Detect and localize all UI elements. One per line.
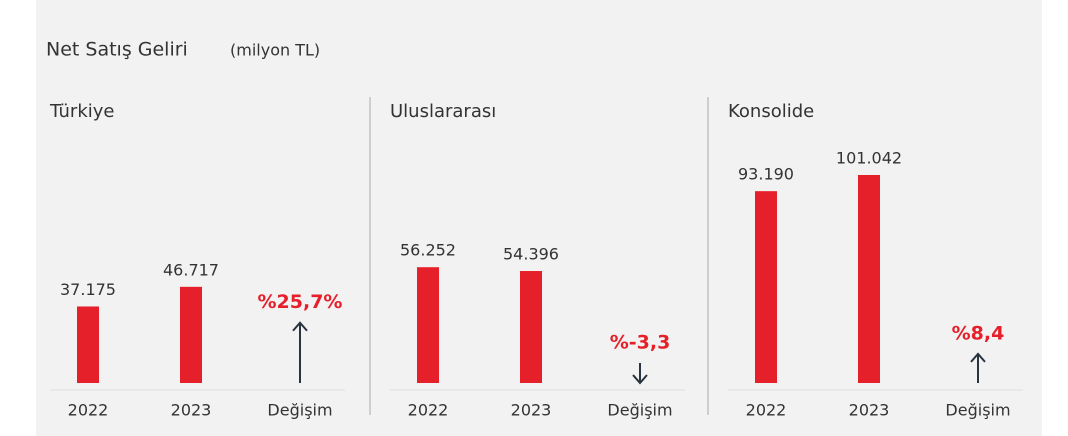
value-label: 46.717 [163,260,219,279]
change-label: %25,7% [258,291,343,313]
change-label: %8,4 [952,322,1005,344]
x-tick-label: 2022 [746,401,787,420]
x-tick-label: 2023 [849,401,890,420]
chart-title: Net Satış Geliri [46,39,188,61]
change-label: %-3,3 [610,332,671,354]
value-label: 56.252 [400,241,456,260]
panel-title: Konsolide [728,101,814,122]
value-label: 101.042 [836,149,902,168]
value-label: 37.175 [60,280,116,299]
change-arrow [632,363,648,385]
value-label: 54.396 [503,245,559,264]
x-tick-label: 2023 [171,401,212,420]
change-name: Değişim [607,401,672,420]
change-arrow [970,352,986,383]
panel-title: Türkiye [49,101,115,122]
x-tick-label: 2022 [408,401,449,420]
panel-title: Uluslararası [390,101,496,122]
change-arrow [292,321,308,383]
x-tick-label: 2022 [68,401,109,420]
change-name: Değişim [267,401,332,420]
change-name: Değişim [945,401,1010,420]
chart-subtitle: (milyon TL) [230,41,320,60]
bar [180,286,202,383]
bar [77,306,99,383]
x-tick-label: 2023 [511,401,552,420]
bar [520,271,542,383]
bar [858,175,880,383]
bar [755,191,777,383]
value-label: 93.190 [738,165,794,184]
bar [417,267,439,383]
